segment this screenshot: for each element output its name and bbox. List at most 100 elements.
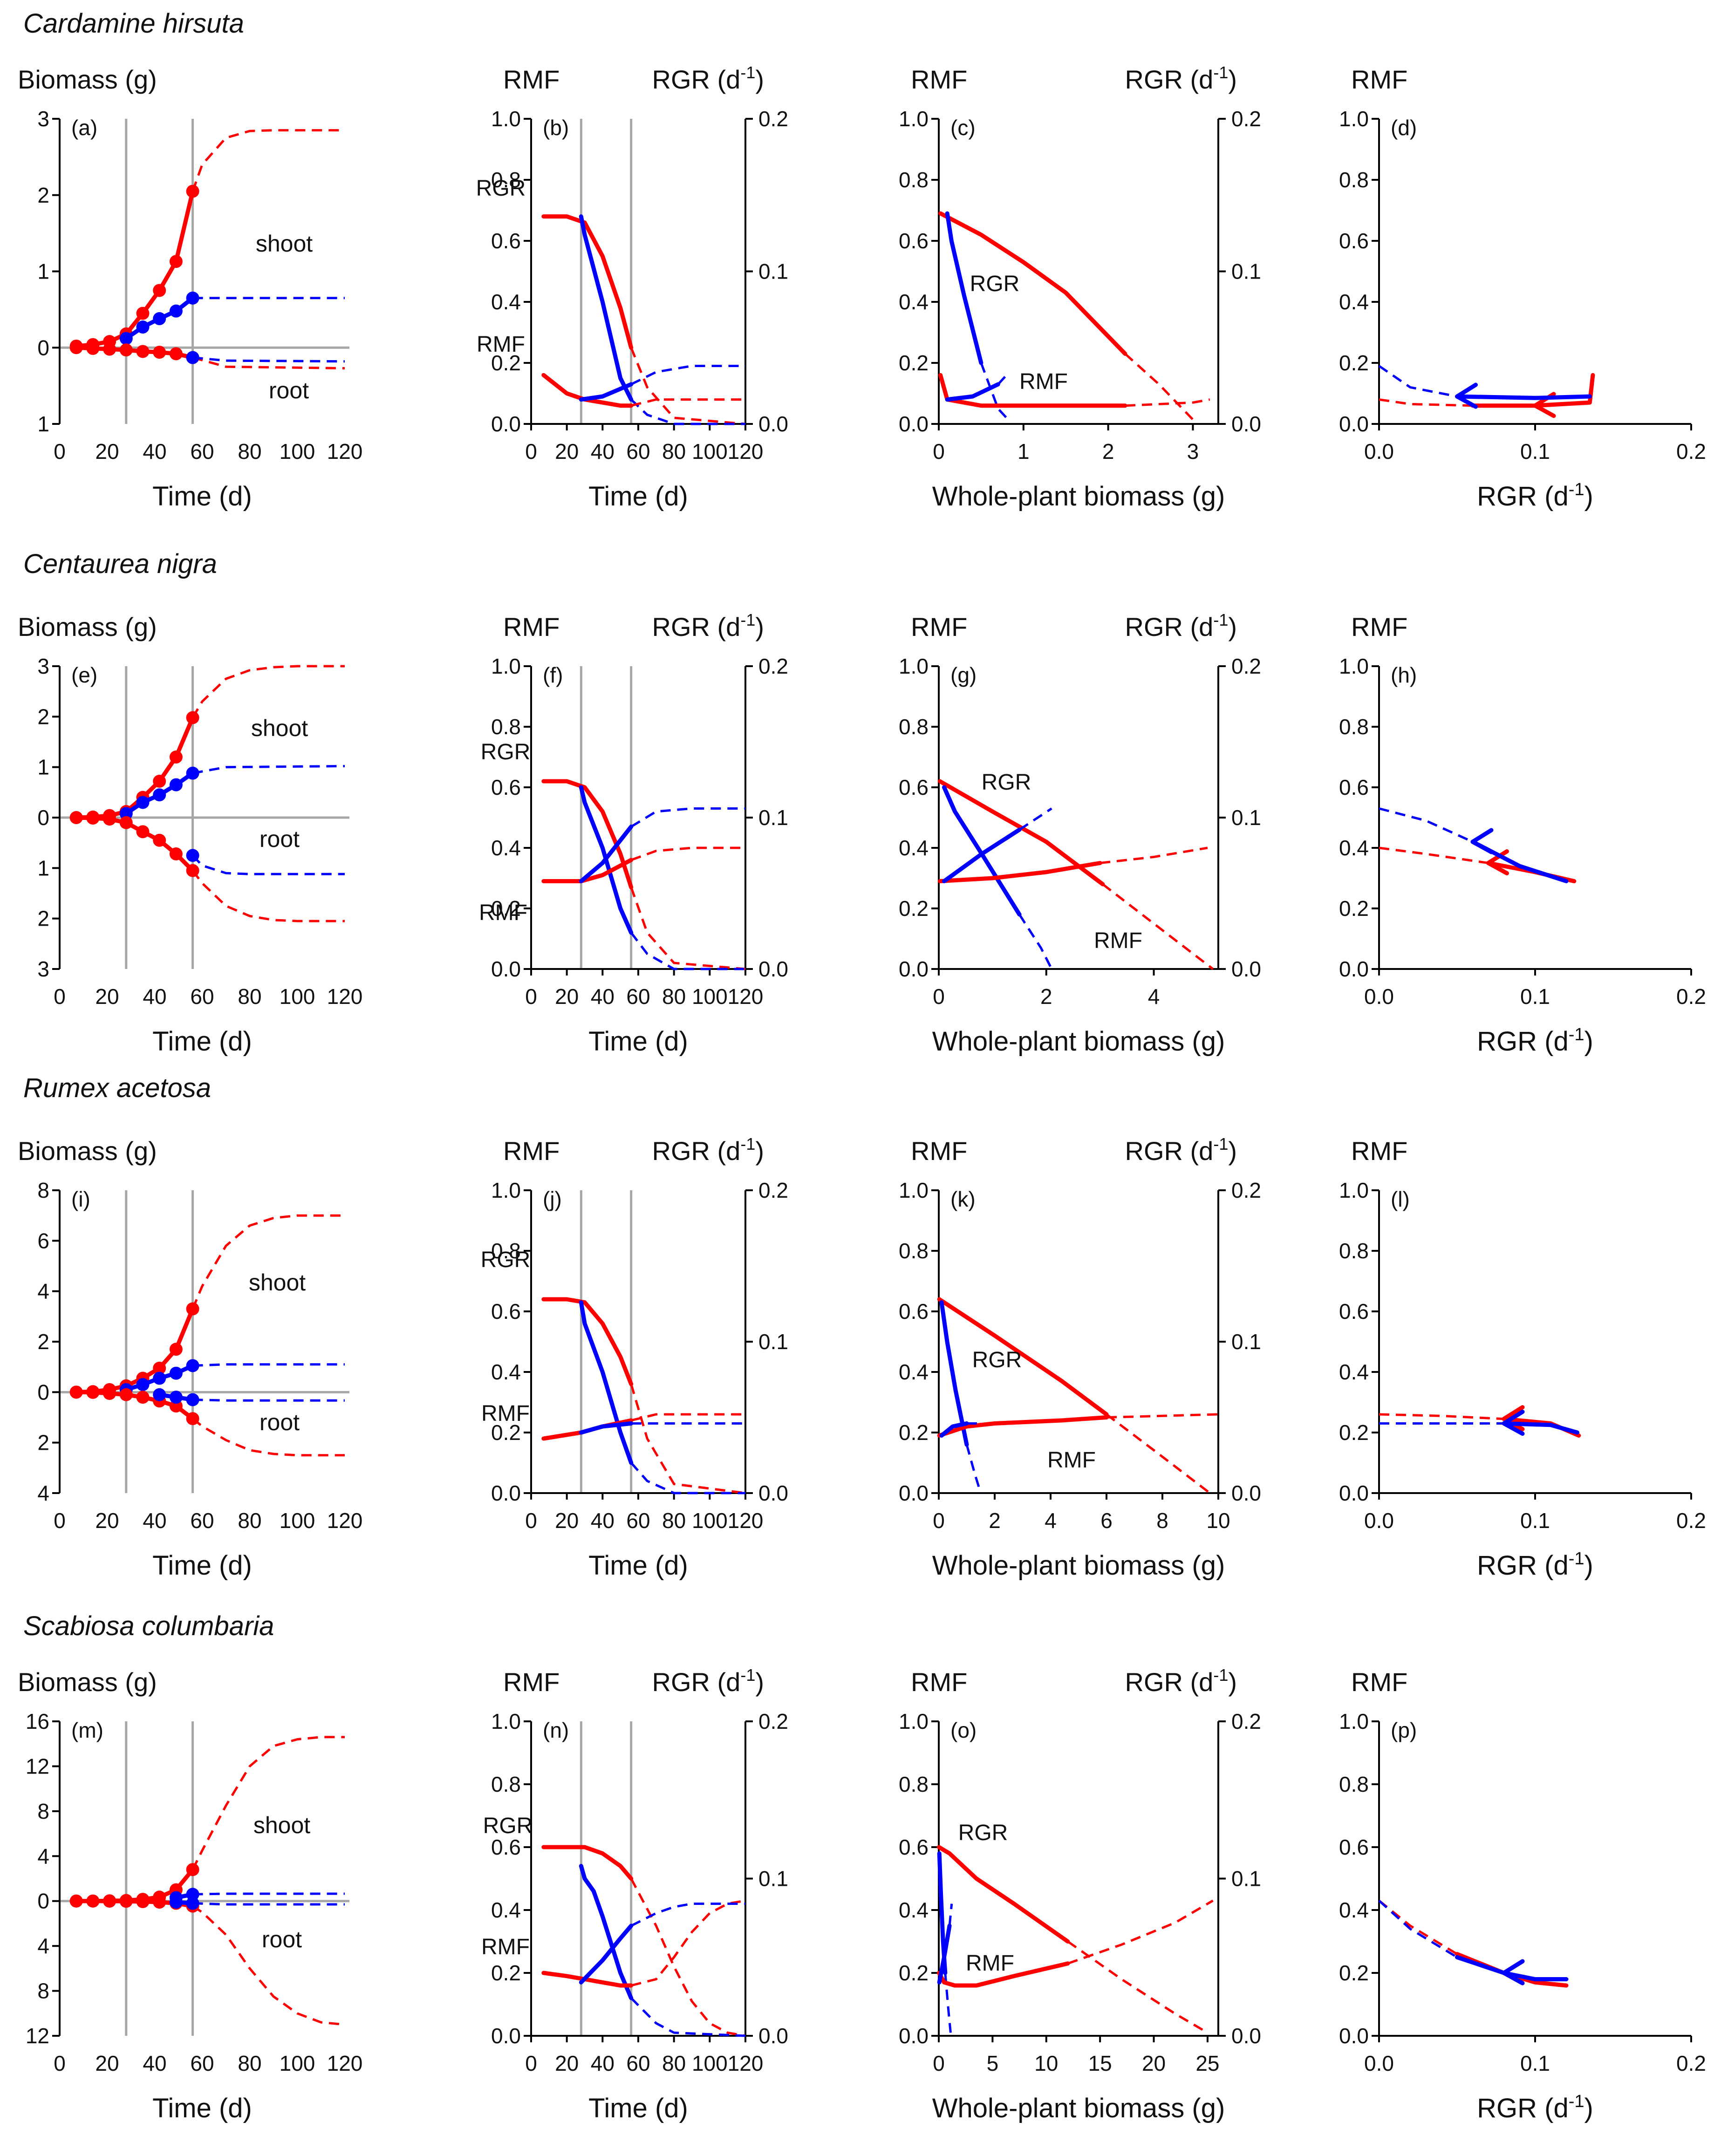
y-tick-label: 0.8 — [899, 715, 929, 739]
series-line-4 — [942, 827, 1022, 883]
series-line-dashed-3 — [191, 870, 345, 922]
x-tick-label: 8 — [1156, 1508, 1168, 1533]
label-rmf: RMF — [966, 1951, 1014, 1976]
x-axis-title: Whole-plant biomass (g) — [932, 2093, 1225, 2123]
axis-title-left: RMF — [911, 65, 967, 94]
x-tick-label: 2 — [1102, 439, 1114, 464]
y-tick-label: 12 — [26, 2024, 49, 2048]
x-axis-title-sup: -1 — [1569, 1549, 1584, 1569]
axis-title-left: RMF — [503, 1667, 560, 1697]
data-point — [169, 847, 183, 860]
x-tick-label: 0 — [933, 2051, 945, 2075]
y-tick-label: 1 — [37, 259, 49, 284]
x-tick-label: 20 — [555, 984, 579, 1009]
x-tick-label: 10 — [1206, 1508, 1230, 1533]
series-line-4 — [579, 1421, 634, 1435]
y-tick-label: 3 — [37, 957, 49, 981]
x-tick-label: 40 — [591, 439, 615, 464]
y-tick-right-label: 0.2 — [758, 1709, 788, 1733]
y-tick-label: 0.6 — [899, 1835, 929, 1859]
y-tick-label: 8 — [37, 1178, 49, 1202]
panel-letter: (k) — [950, 1187, 976, 1211]
x-tick-label: 0 — [933, 1508, 945, 1533]
series-line-3 — [937, 1961, 1070, 1988]
label-shoot: shoot — [256, 231, 313, 257]
y-tick-label: 0.2 — [491, 1961, 521, 1985]
x-tick-label: 100 — [692, 2051, 728, 2075]
y-tick-label: 0.6 — [491, 1835, 521, 1859]
panel-letter: (b) — [543, 116, 569, 140]
y-tick-label: 1.0 — [491, 1709, 521, 1733]
data-point — [169, 751, 183, 764]
y-tick-label: 0.4 — [1339, 836, 1369, 860]
label-shoot: shoot — [249, 1269, 306, 1296]
series-line-dashed-3 — [631, 1413, 745, 1422]
x-tick-label: 0.1 — [1520, 2051, 1550, 2075]
y-tick-label: 1.0 — [1339, 1709, 1369, 1733]
data-point — [169, 1343, 183, 1356]
series-line-dashed-1 — [1378, 1899, 1458, 1955]
x-tick-label: 0 — [54, 2051, 66, 2075]
data-point — [86, 812, 100, 825]
series-line-dashed-1 — [1379, 846, 1489, 864]
species-title-2: Centaurea nigra — [23, 549, 217, 579]
y-tick-right-label: 0.1 — [758, 805, 788, 830]
x-axis-title: Time (d) — [152, 2093, 252, 2123]
y-tick-label: 0.4 — [1339, 1898, 1369, 1922]
axis-title-left: RMF — [503, 1136, 560, 1166]
series-line-2 — [579, 1300, 634, 1465]
x-tick-label: 0.0 — [1364, 1508, 1394, 1533]
y-tick-right-label: 0.0 — [1231, 412, 1261, 436]
y-tick-label: 0.6 — [899, 1299, 929, 1324]
direction-arrow-2 — [1455, 382, 1478, 409]
data-point — [136, 345, 150, 358]
series-line-dashed-4 — [191, 854, 345, 875]
series-line-1 — [937, 1845, 1070, 1944]
panel-letter: (g) — [950, 663, 977, 687]
y-tick-label: 8 — [37, 1799, 49, 1823]
y-tick-right-label: 0.2 — [1231, 1709, 1261, 1733]
y-tick-label: 0.2 — [1339, 1961, 1369, 1985]
y-tick-label: 0.8 — [1339, 715, 1369, 739]
series-line-2 — [579, 785, 634, 935]
panel-letter: (a) — [71, 116, 97, 140]
data-point — [86, 1385, 100, 1399]
y-tick-label: 0.4 — [899, 1898, 929, 1922]
series-line-dashed-2 — [1018, 914, 1053, 970]
y-tick-label: 0.0 — [1339, 412, 1369, 436]
panel-n: RMF RGR (d-1) Time (d) (n) 1.0 0.8 0.6 0.4 0.2 0.… — [481, 1665, 788, 2123]
y-tick-right-label: 0.1 — [758, 1330, 788, 1354]
label-rmf: RMF — [477, 332, 525, 357]
y-tick-right-label: 0.2 — [758, 654, 788, 678]
x-tick-label: 80 — [662, 439, 686, 464]
data-point — [169, 1366, 183, 1380]
y-tick-label: 1.0 — [491, 1178, 521, 1202]
x-tick-label: 80 — [238, 984, 261, 1009]
y-tick-label: 0.2 — [491, 896, 521, 921]
y-tick-label: 0.0 — [899, 957, 929, 981]
x-axis-title: Time (d) — [152, 1026, 252, 1057]
data-point — [119, 816, 133, 829]
x-axis-title-close: ) — [1584, 1550, 1593, 1581]
x-tick-label: 40 — [591, 1508, 615, 1533]
x-tick-label: 0.2 — [1676, 1508, 1706, 1533]
y-tick-right-label: 0.1 — [758, 259, 788, 284]
y-tick-label: 0 — [37, 1889, 49, 1913]
y-tick-right-label: 0.1 — [1231, 805, 1261, 830]
series-line-dashed-2 — [630, 932, 745, 970]
y-tick-label: 0.4 — [491, 290, 521, 314]
data-point — [153, 775, 166, 788]
x-tick-label: 80 — [662, 2051, 686, 2075]
x-tick-label: 100 — [280, 984, 315, 1009]
series-line-dashed-2 — [1378, 1899, 1458, 1958]
axis-title-right-part: RGR (d — [1125, 612, 1214, 641]
x-tick-label: 20 — [95, 984, 119, 1009]
x-tick-label: 120 — [728, 439, 764, 464]
x-tick-label: 0.2 — [1676, 984, 1706, 1009]
y-tick-label: 0.4 — [491, 1360, 521, 1384]
series-line-dashed-1 — [1379, 398, 1473, 407]
y-tick-label: 2 — [37, 704, 49, 729]
x-tick-label: 40 — [591, 2051, 615, 2075]
panel-letter: (c) — [950, 116, 976, 140]
y-tick-label: 0.2 — [899, 896, 929, 921]
